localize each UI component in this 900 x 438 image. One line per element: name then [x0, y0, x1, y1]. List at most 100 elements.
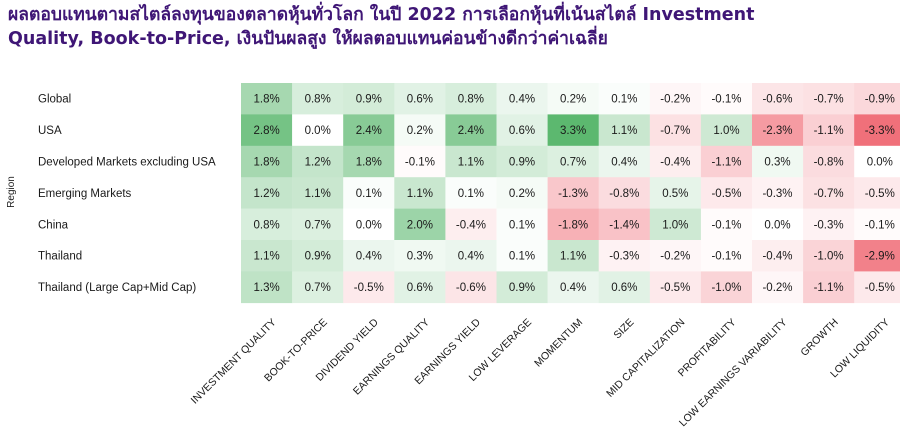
- cell-value-label: -1.0%: [814, 251, 844, 263]
- heatmap-cell: [445, 271, 497, 304]
- heatmap-cell: [803, 177, 855, 209]
- heatmap-cell: [241, 83, 293, 115]
- heatmap-cell: [700, 114, 753, 147]
- heatmap-cell: [394, 83, 446, 115]
- heatmap-cell: [496, 271, 548, 304]
- cell-value-label: 1.0%: [713, 125, 739, 137]
- cell-value-label: -0.2%: [660, 251, 690, 263]
- cell-value-label: -0.5%: [865, 282, 895, 294]
- cell-value-label: -1.4%: [609, 219, 639, 231]
- cell-value-label: -0.6%: [456, 282, 486, 294]
- heatmap-cell: [343, 114, 395, 147]
- heatmap-cell: [496, 83, 548, 115]
- heatmap-cell: [241, 271, 293, 304]
- heatmap-cell: [445, 177, 497, 209]
- cell-value-label: 0.8%: [458, 94, 484, 106]
- heatmap-cell: [649, 271, 702, 304]
- cell-value-label: -0.3%: [762, 188, 792, 200]
- cell-value-label: 0.1%: [611, 94, 637, 106]
- cell-value-label: -0.5%: [354, 282, 384, 294]
- row-label: China: [38, 219, 69, 231]
- cell-value-label: 1.1%: [253, 251, 279, 263]
- cell-value-label: -1.3%: [558, 188, 588, 200]
- cell-value-label: 0.6%: [611, 282, 637, 294]
- cell-value-label: 0.0%: [764, 219, 790, 231]
- cell-value-label: 0.3%: [407, 251, 433, 263]
- heatmap-cell: [854, 145, 900, 178]
- cell-value-label: 0.1%: [356, 188, 382, 200]
- cell-value-label: -0.1%: [711, 219, 741, 231]
- heatmap-cell: [547, 177, 599, 209]
- heatmap-cell: [803, 83, 855, 115]
- heatmap-cell: [752, 145, 804, 178]
- heatmap-cell: [649, 145, 702, 178]
- heatmap-cell: [241, 240, 293, 272]
- cell-value-label: -0.1%: [711, 251, 741, 263]
- cell-value-label: 0.1%: [458, 188, 484, 200]
- cell-value-label: 1.3%: [253, 282, 279, 294]
- cell-value-label: 0.9%: [305, 251, 331, 263]
- cell-value-label: 0.6%: [407, 282, 433, 294]
- heatmap-cell: [343, 240, 395, 272]
- cell-value-label: -1.1%: [814, 125, 844, 137]
- cell-value-label: 1.1%: [407, 188, 433, 200]
- cell-value-label: 0.0%: [356, 219, 382, 231]
- cell-value-label: -0.7%: [814, 94, 844, 106]
- cell-value-label: 2.4%: [458, 125, 484, 137]
- heatmap-cell: [394, 177, 446, 209]
- cell-value-label: 2.4%: [356, 125, 382, 137]
- heatmap-cell: [700, 145, 753, 178]
- heatmap-cell: [445, 208, 497, 241]
- heatmap-cell: [649, 240, 702, 272]
- heatmap-cell: [598, 83, 651, 115]
- heatmap-cell: [241, 208, 293, 241]
- row-label: USA: [38, 125, 62, 137]
- heatmap-cell: [598, 271, 651, 304]
- cell-value-label: -0.2%: [762, 282, 792, 294]
- heatmap-cell: [803, 271, 855, 304]
- cell-value-label: 0.1%: [509, 251, 535, 263]
- column-label: INVESTMENT QUALITY: [189, 316, 279, 406]
- cell-value-label: -0.4%: [660, 157, 690, 169]
- column-label: GROWTH: [798, 316, 840, 358]
- cell-value-label: -1.8%: [558, 219, 588, 231]
- heatmap-cell: [343, 83, 395, 115]
- heatmap-cell: [598, 208, 651, 241]
- chart-title-line-2: Quality, Book-to-Price, เงินปันผลสูง ให้…: [8, 29, 608, 49]
- cell-value-label: 0.2%: [509, 188, 535, 200]
- heatmap-cell: [547, 145, 599, 178]
- heatmap-cell: [700, 208, 753, 241]
- heatmap-cell: [752, 208, 804, 241]
- heatmap-cell: [803, 240, 855, 272]
- heatmap-cell: [752, 240, 804, 272]
- cell-value-label: 0.9%: [509, 282, 535, 294]
- cell-value-label: -3.3%: [865, 125, 895, 137]
- cell-value-label: -0.2%: [660, 94, 690, 106]
- cell-value-label: 1.0%: [662, 219, 688, 231]
- heatmap-cell: [598, 114, 651, 147]
- heatmap-cell: [394, 240, 446, 272]
- heatmap-cell: [394, 271, 446, 304]
- cell-value-label: -0.8%: [609, 188, 639, 200]
- cell-value-label: 1.2%: [305, 157, 331, 169]
- heatmap-cell: [241, 145, 293, 178]
- cell-value-label: 0.4%: [356, 251, 382, 263]
- heatmap-cell: [394, 114, 446, 147]
- heatmap-cell: [496, 114, 548, 147]
- heatmap-cell: [445, 240, 497, 272]
- cell-value-label: 0.7%: [305, 219, 331, 231]
- heatmap-cell: [547, 83, 599, 115]
- cell-value-label: 1.2%: [253, 188, 279, 200]
- heatmap-cell: [343, 271, 395, 304]
- heatmap-cell: [343, 208, 395, 241]
- cell-value-label: 0.4%: [611, 157, 637, 169]
- heatmap-cell: [598, 145, 651, 178]
- cell-value-label: -0.9%: [865, 94, 895, 106]
- row-label: Emerging Markets: [38, 188, 132, 200]
- cell-value-label: 0.8%: [305, 94, 331, 106]
- heatmap-cell: [854, 177, 900, 209]
- heatmap-cell: [700, 271, 753, 304]
- heatmap-cell: [700, 240, 753, 272]
- heatmap-cell: [803, 114, 855, 147]
- cell-value-label: 0.0%: [867, 157, 893, 169]
